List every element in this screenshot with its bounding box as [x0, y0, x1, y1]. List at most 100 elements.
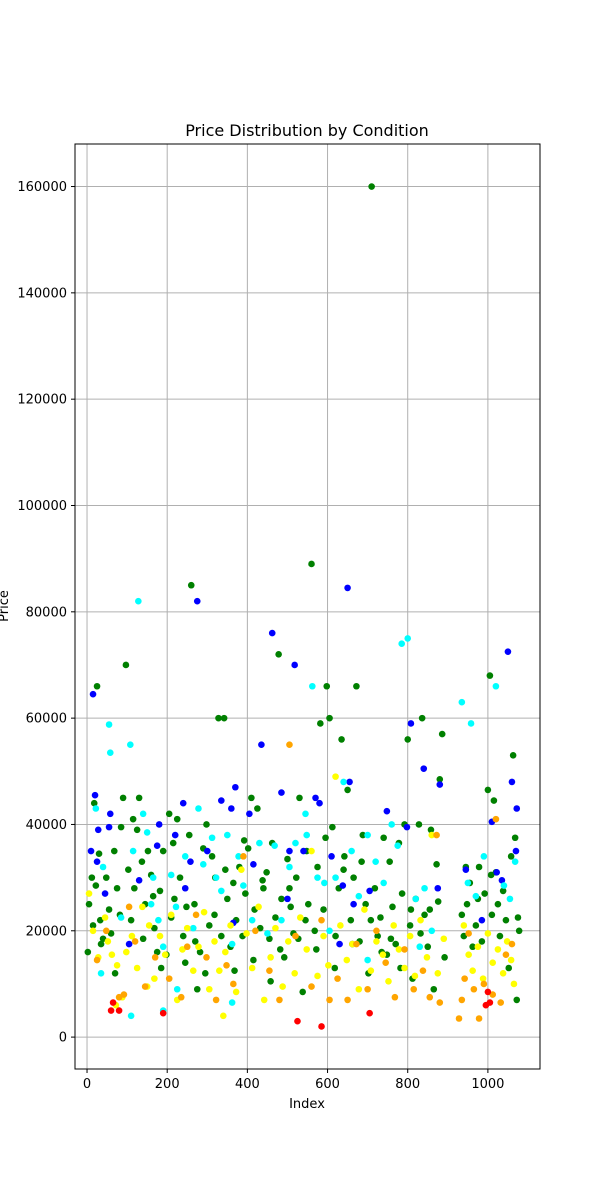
data-point — [475, 863, 483, 871]
data-point — [244, 845, 252, 852]
data-point — [336, 940, 343, 948]
data-point — [478, 938, 486, 945]
data-point — [291, 661, 298, 669]
data-point — [469, 967, 476, 974]
data-point — [264, 930, 271, 937]
data-point — [143, 829, 151, 836]
data-point — [367, 967, 375, 974]
data-point — [361, 906, 368, 913]
data-point — [421, 884, 428, 892]
data-point — [123, 948, 130, 956]
data-point — [195, 943, 202, 951]
data-point — [203, 821, 210, 828]
data-point — [284, 938, 292, 945]
y-tick-label: 120000 — [17, 393, 67, 408]
data-point — [340, 866, 347, 873]
data-point — [286, 847, 293, 855]
data-point — [507, 956, 515, 964]
data-point — [348, 847, 355, 855]
data-point — [106, 810, 114, 818]
x-axis-label: Index — [289, 1097, 325, 1112]
data-point — [151, 954, 159, 961]
data-point — [127, 1012, 135, 1020]
data-point — [489, 959, 496, 966]
data-point — [240, 882, 247, 889]
data-point — [159, 943, 167, 951]
data-point — [433, 831, 440, 839]
data-point — [502, 916, 510, 924]
data-point — [417, 916, 424, 924]
data-point — [418, 714, 426, 722]
data-point — [470, 985, 478, 993]
data-point — [122, 661, 130, 669]
data-point — [458, 698, 466, 706]
data-point — [250, 956, 257, 964]
data-point — [472, 892, 480, 900]
data-point — [420, 765, 428, 772]
data-point — [256, 839, 263, 847]
data-point — [235, 853, 242, 860]
data-point — [131, 884, 138, 892]
data-point — [313, 946, 320, 953]
data-point — [106, 749, 114, 756]
data-point — [302, 916, 309, 924]
x-tick-label: 600 — [315, 1077, 340, 1092]
data-point — [111, 970, 119, 977]
data-point — [218, 932, 225, 940]
data-point — [484, 988, 492, 996]
data-point — [228, 999, 236, 1006]
data-point — [252, 927, 259, 935]
data-point — [266, 935, 273, 943]
data-point — [328, 853, 335, 860]
data-point — [427, 826, 435, 834]
y-tick-label: 20000 — [26, 924, 67, 939]
data-point — [415, 821, 423, 828]
x-tick-label: 1000 — [471, 1077, 504, 1092]
data-point — [434, 898, 442, 905]
data-point — [355, 985, 363, 993]
data-point — [493, 869, 501, 876]
data-point — [475, 1015, 483, 1022]
data-point — [438, 730, 446, 738]
data-point — [339, 882, 347, 889]
data-point — [395, 946, 403, 953]
data-point — [157, 964, 165, 972]
data-point — [463, 900, 471, 908]
data-point — [93, 682, 101, 690]
data-point — [332, 932, 339, 940]
data-point — [181, 959, 189, 966]
x-tick-label: 800 — [395, 1077, 420, 1092]
data-point — [350, 900, 357, 908]
data-point — [317, 720, 324, 727]
data-point — [490, 797, 498, 804]
data-point — [89, 922, 97, 929]
data-point — [260, 996, 268, 1004]
data-point — [138, 858, 146, 865]
data-point — [385, 977, 392, 985]
data-point — [486, 999, 494, 1006]
data-point — [312, 794, 319, 802]
data-point — [99, 935, 107, 943]
data-point — [92, 882, 100, 889]
data-point — [139, 903, 146, 911]
data-point — [303, 831, 310, 839]
data-point — [506, 895, 514, 903]
plot-frame — [74, 143, 541, 1070]
data-point — [230, 879, 237, 887]
x-tick-label: 0 — [83, 1077, 91, 1092]
data-point — [255, 903, 262, 911]
data-point — [196, 948, 204, 956]
data-point — [238, 866, 245, 873]
data-point — [410, 985, 418, 993]
data-point — [89, 927, 97, 935]
data-point — [189, 924, 197, 932]
data-point — [308, 560, 315, 568]
data-point — [512, 847, 520, 855]
data-point — [159, 1009, 167, 1017]
data-point — [292, 874, 300, 881]
data-point — [97, 940, 105, 948]
data-point — [296, 794, 303, 802]
data-point — [332, 874, 339, 881]
data-point — [514, 914, 522, 921]
data-point — [85, 890, 93, 897]
